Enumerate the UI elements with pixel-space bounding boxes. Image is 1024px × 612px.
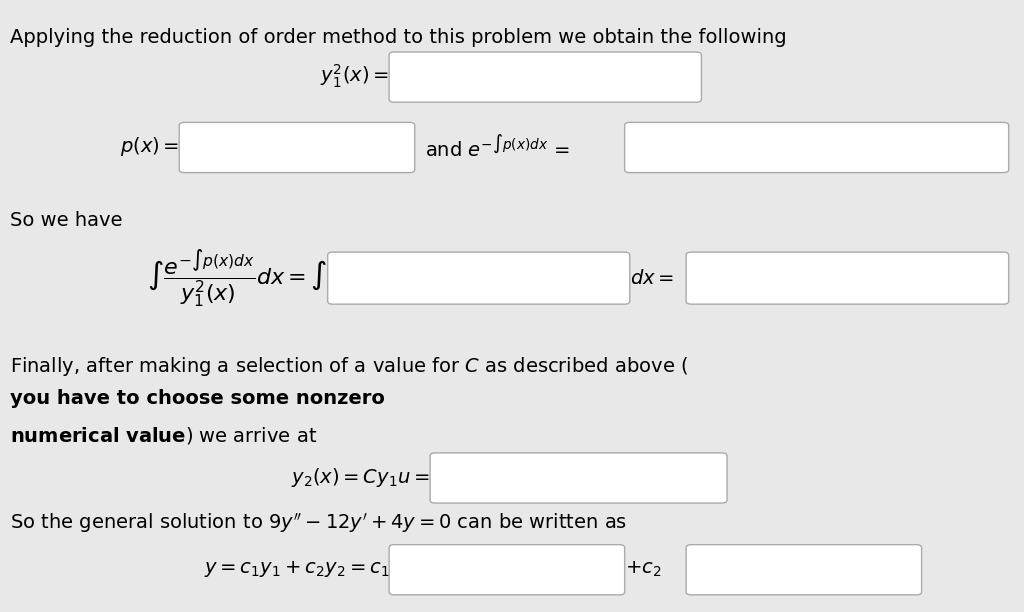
- FancyBboxPatch shape: [686, 545, 922, 595]
- Text: $\mathbf{numerical\ value}$) we arrive at: $\mathbf{numerical\ value}$) we arrive a…: [10, 425, 317, 446]
- Text: $p(x) =$: $p(x) =$: [120, 135, 179, 159]
- Text: $+c_2$: $+c_2$: [625, 559, 660, 579]
- FancyBboxPatch shape: [179, 122, 415, 173]
- FancyBboxPatch shape: [328, 252, 630, 304]
- FancyBboxPatch shape: [625, 122, 1009, 173]
- Text: Finally, after making a selection of a value for $C$ as described above (: Finally, after making a selection of a v…: [10, 355, 688, 378]
- Text: So we have: So we have: [10, 211, 123, 230]
- Text: Applying the reduction of order method to this problem we obtain the following: Applying the reduction of order method t…: [10, 28, 786, 47]
- Text: $\int \dfrac{e^{-\int p(x)dx}}{y_1^2(x)}dx = \int$: $\int \dfrac{e^{-\int p(x)dx}}{y_1^2(x)}…: [147, 247, 328, 310]
- Text: $dx =$: $dx =$: [630, 269, 674, 288]
- FancyBboxPatch shape: [430, 453, 727, 503]
- FancyBboxPatch shape: [686, 252, 1009, 304]
- Text: $y_1^2(x) =$: $y_1^2(x) =$: [321, 63, 389, 90]
- Text: So the general solution to $9y'' - 12y' + 4y = 0$ can be written as: So the general solution to $9y'' - 12y' …: [10, 511, 628, 535]
- Text: you have to choose some nonzero: you have to choose some nonzero: [10, 389, 385, 408]
- FancyBboxPatch shape: [389, 52, 701, 102]
- FancyBboxPatch shape: [389, 545, 625, 595]
- Text: $y_2(x) = Cy_1 u =$: $y_2(x) = Cy_1 u =$: [291, 466, 430, 489]
- Text: and $e^{-\int p(x)dx}$ =: and $e^{-\int p(x)dx}$ =: [425, 133, 569, 161]
- Text: $y = c_1 y_1 + c_2 y_2 = c_1$: $y = c_1 y_1 + c_2 y_2 = c_1$: [204, 559, 389, 579]
